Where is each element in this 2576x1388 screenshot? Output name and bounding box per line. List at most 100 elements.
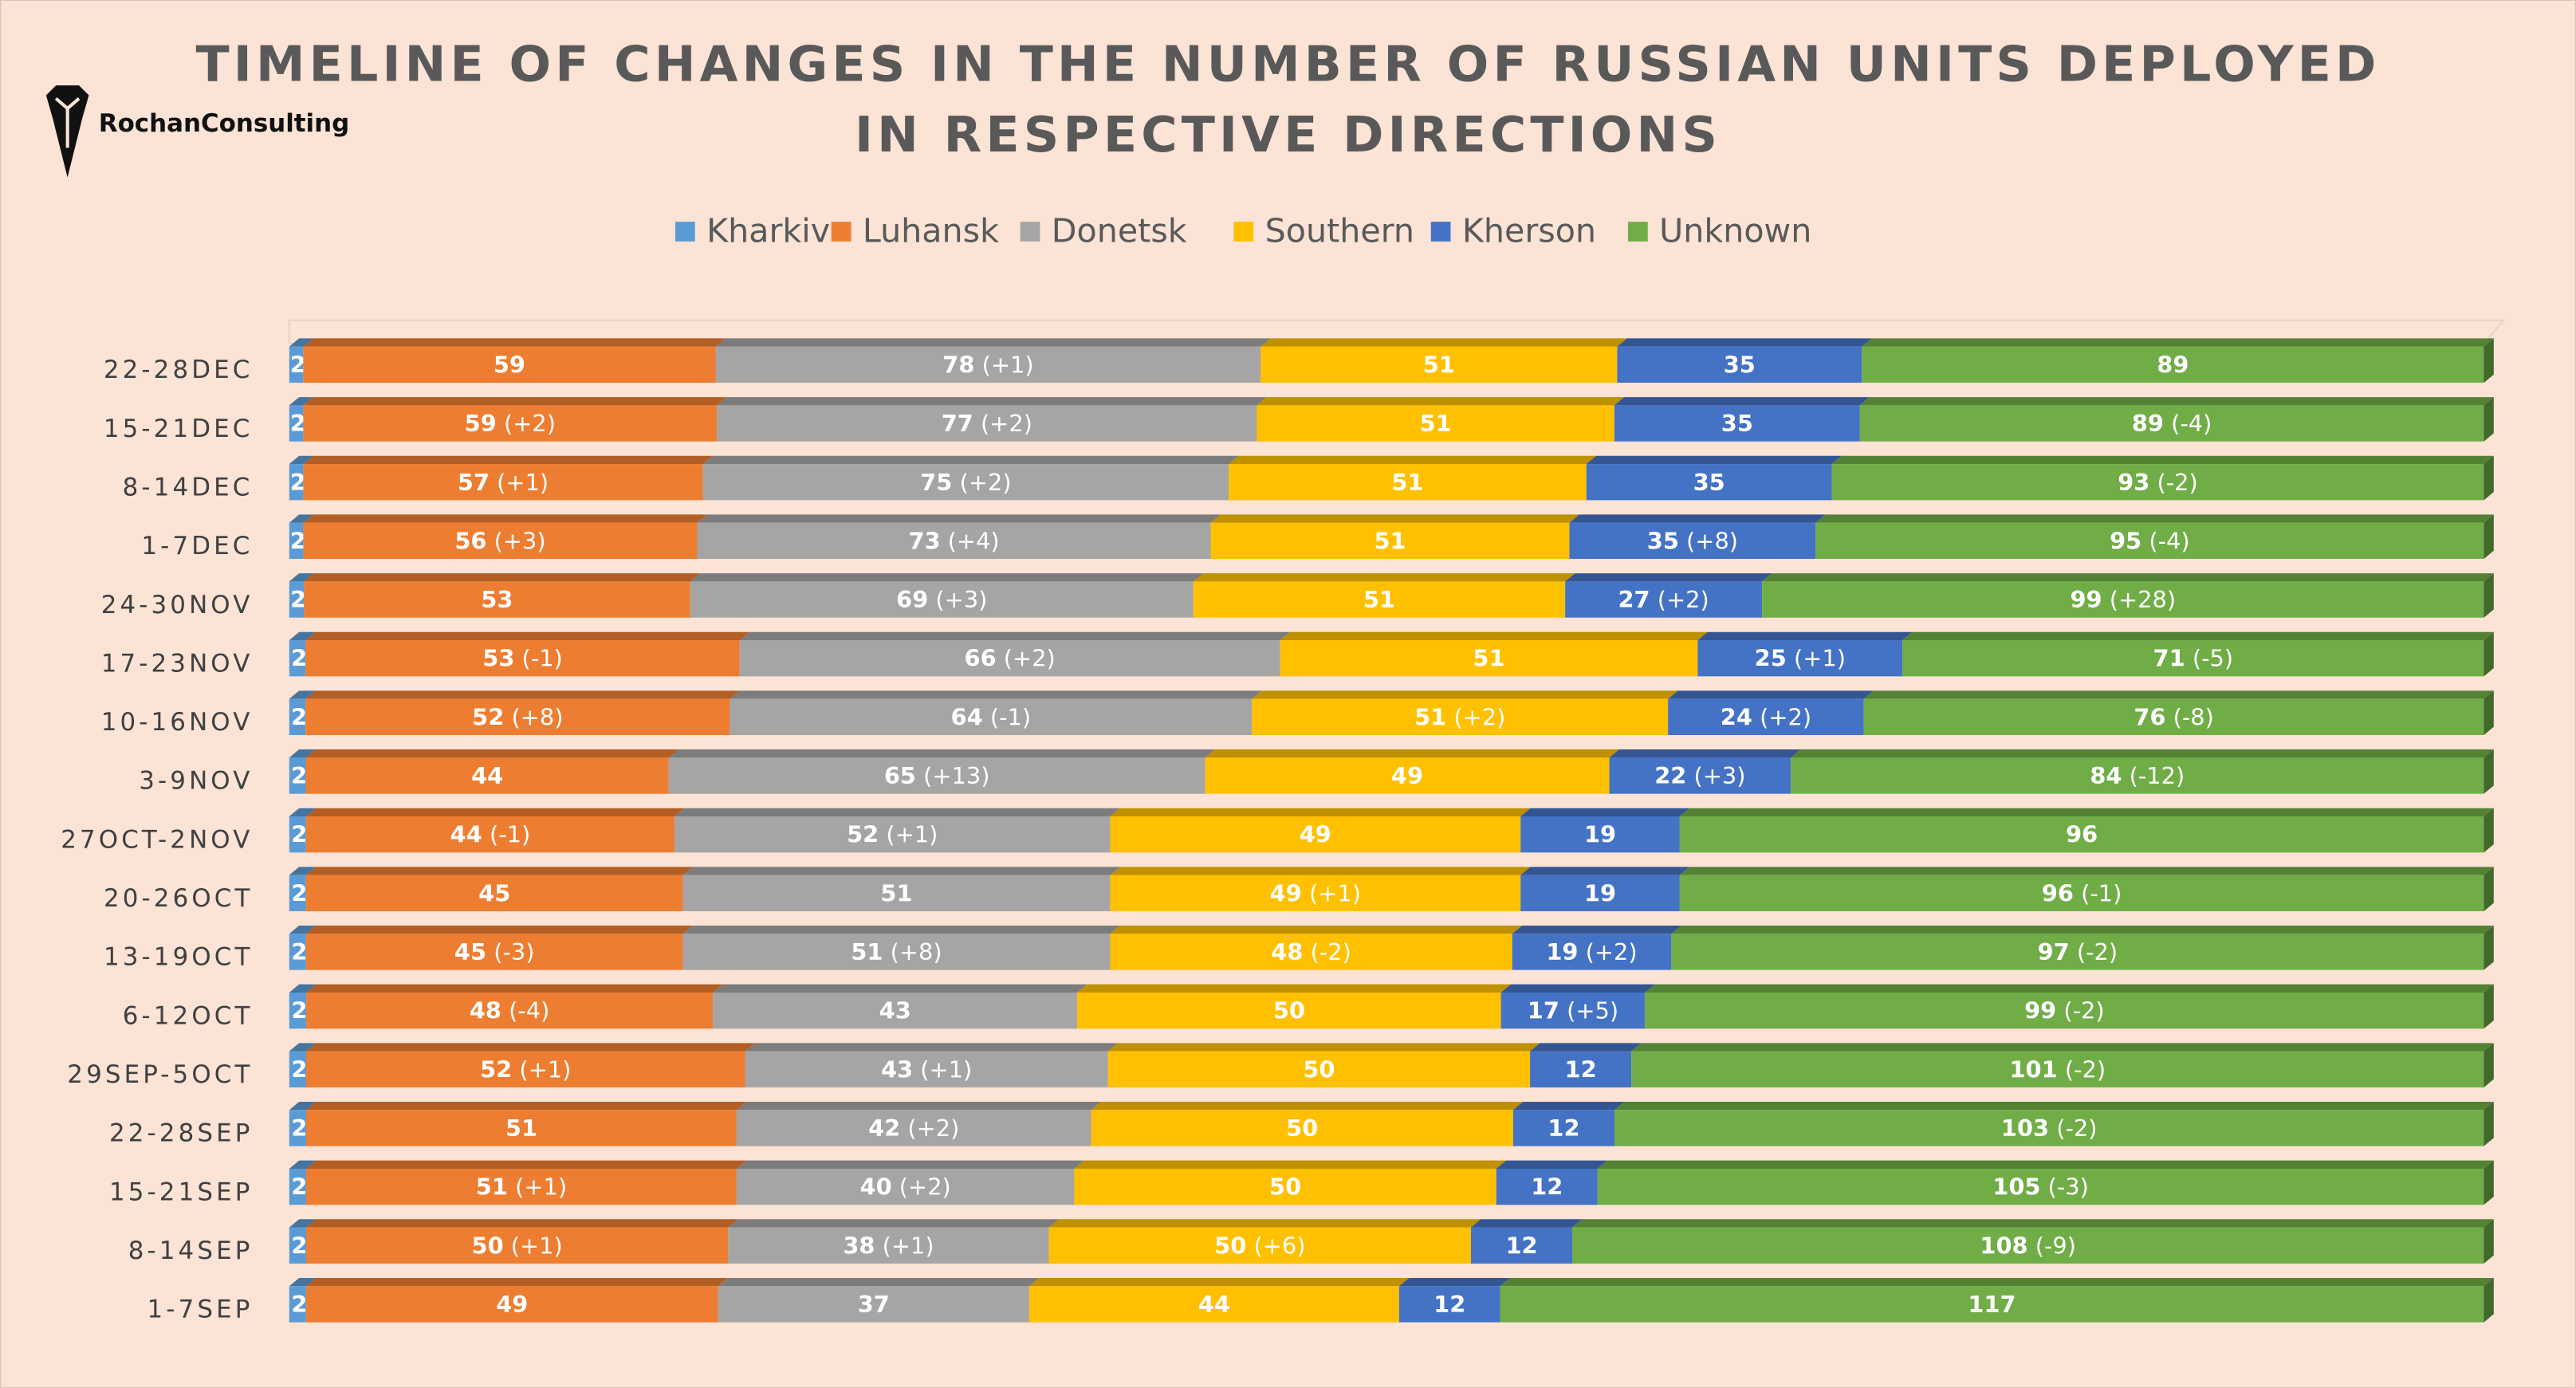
data-label: 52 (+8) [472, 703, 563, 730]
data-label: 73 (+4) [908, 527, 999, 554]
data-label: 51 [880, 879, 912, 906]
bar [1512, 1110, 1614, 1146]
data-label: 43 [879, 997, 911, 1024]
bar [305, 1168, 737, 1205]
bar [305, 1051, 745, 1087]
bar-top [1530, 1043, 1642, 1052]
bar-top [1859, 397, 2494, 406]
bar-top [1609, 749, 1801, 758]
bar-top [1862, 338, 2494, 347]
bar-top [1671, 926, 2494, 934]
bar [717, 405, 1257, 442]
data-label: 71 (-5) [2153, 645, 2234, 672]
data-label: 2 [290, 351, 306, 378]
data-label: 51 [505, 1115, 537, 1142]
data-label: 2 [291, 821, 307, 848]
bar [1831, 464, 2484, 501]
bar [1609, 757, 1791, 794]
bar-top [305, 808, 685, 816]
data-label: 19 [1584, 879, 1616, 906]
bar-top [1572, 1219, 2494, 1228]
data-label: 40 (+2) [860, 1174, 951, 1201]
y-tick-label: 20-26OCT [104, 884, 253, 913]
data-label: 56 (+3) [454, 527, 545, 554]
bar-top [289, 631, 316, 641]
bar-top [305, 1219, 738, 1228]
bar [682, 934, 1111, 970]
bar-side [2484, 1160, 2494, 1205]
bar-top [1597, 1160, 2494, 1169]
data-label: 51 [1423, 351, 1455, 378]
data-label: 2 [291, 879, 307, 906]
bar [289, 581, 305, 618]
bar-side [2484, 867, 2494, 911]
data-label: 103 (-2) [2001, 1115, 2098, 1142]
data-label: 93 (-2) [2118, 469, 2198, 496]
bar [289, 934, 306, 970]
data-label: 2 [291, 938, 307, 965]
bar-top [674, 808, 1120, 816]
legend-label: Kherson [1462, 212, 1596, 250]
bar-top [289, 808, 317, 816]
bar-top [702, 455, 1239, 465]
logo-text: RochanConsulting [99, 109, 349, 138]
bar [1572, 1227, 2484, 1264]
bar [1210, 522, 1570, 560]
legend-label: Southern [1265, 212, 1414, 250]
data-label: 64 (-1) [951, 703, 1032, 730]
bar-top [1614, 1101, 2494, 1111]
bar-side [2484, 1101, 2494, 1146]
bar-top [305, 1043, 755, 1052]
bar-top [304, 573, 701, 582]
data-label: 117 [1968, 1291, 2016, 1318]
data-label: 51 (+8) [851, 938, 942, 965]
data-label: 2 [291, 1115, 307, 1142]
bar-top [1520, 808, 1690, 816]
bar [1859, 405, 2484, 442]
legend-swatch [831, 222, 851, 242]
y-tick-label: 6-12OCT [123, 1001, 254, 1030]
bar [1697, 640, 1903, 677]
bar [1762, 581, 2484, 618]
data-label: 76 (-8) [2134, 703, 2214, 730]
bar [305, 757, 669, 794]
data-label: 19 [1584, 821, 1616, 848]
bar [1902, 640, 2484, 677]
bar-top [718, 1277, 1040, 1287]
data-label: 35 [1721, 410, 1753, 437]
bar [1617, 346, 1862, 383]
y-tick-label: 3-9NOV [139, 767, 253, 796]
bar [289, 1286, 306, 1323]
data-label: 99 (+28) [2070, 586, 2176, 613]
bar [1631, 1051, 2484, 1087]
bar [1500, 1286, 2484, 1323]
data-label: 25 (+1) [1755, 645, 1846, 672]
bar-top [1512, 1101, 1625, 1111]
data-label: 51 [1374, 527, 1406, 554]
legend-swatch [674, 222, 695, 242]
data-label: 59 [494, 351, 525, 378]
bar [745, 1051, 1108, 1087]
bar-top [305, 690, 740, 699]
bar-top [1205, 749, 1619, 758]
bar [1671, 934, 2484, 970]
bar-side [2484, 808, 2494, 853]
y-tick-label: 1-7SEP [147, 1296, 254, 1324]
bar-top [305, 1101, 747, 1111]
data-label: 52 (+1) [480, 1056, 571, 1083]
data-label: 51 [1391, 469, 1423, 496]
bar-side [2484, 514, 2494, 560]
bar-top [1565, 573, 1772, 582]
bar-top [1210, 514, 1579, 523]
bar [668, 757, 1205, 794]
bar-top [717, 397, 1267, 406]
bar [289, 405, 304, 442]
bar [1107, 1051, 1531, 1087]
bar [1193, 581, 1566, 618]
legend-label: Luhansk [863, 212, 999, 250]
bar [1645, 992, 2484, 1029]
bar-top [1252, 690, 1678, 699]
data-label: 2 [291, 645, 307, 672]
bar-top [289, 1101, 317, 1111]
data-label: 42 (+2) [868, 1115, 959, 1142]
